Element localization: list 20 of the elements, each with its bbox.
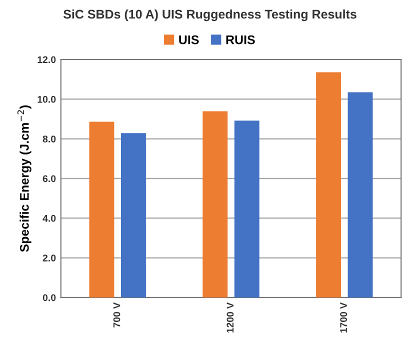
x-tick-label: 700 V — [113, 302, 120, 328]
bar — [348, 92, 373, 298]
y-tick-label: 10.0 — [38, 96, 56, 103]
y-tick-label: 8.0 — [42, 136, 56, 142]
bar — [234, 120, 260, 298]
legend-label: UIS — [179, 35, 199, 44]
chart-title: SiC SBDs (10 A) UIS Ruggedness Testing Results — [63, 9, 356, 22]
x-tick-label: 1700 V — [340, 302, 348, 333]
x-tick-label: 1200 V — [226, 302, 234, 333]
y-axis-title: Specific Energy (J.cm$^{−2}$) — [17, 105, 32, 252]
bar — [89, 122, 114, 298]
y-tick-label: 6.0 — [42, 175, 56, 182]
y-tick-label: 2.0 — [42, 254, 56, 262]
bar — [202, 111, 228, 298]
bar — [316, 72, 341, 298]
y-tick-label: 4.0 — [42, 214, 56, 222]
legend-label: RUIS — [226, 35, 255, 44]
y-tick-label: 0.0 — [42, 294, 56, 302]
bar — [121, 133, 146, 298]
y-tick-label: 12.0 — [38, 56, 56, 64]
